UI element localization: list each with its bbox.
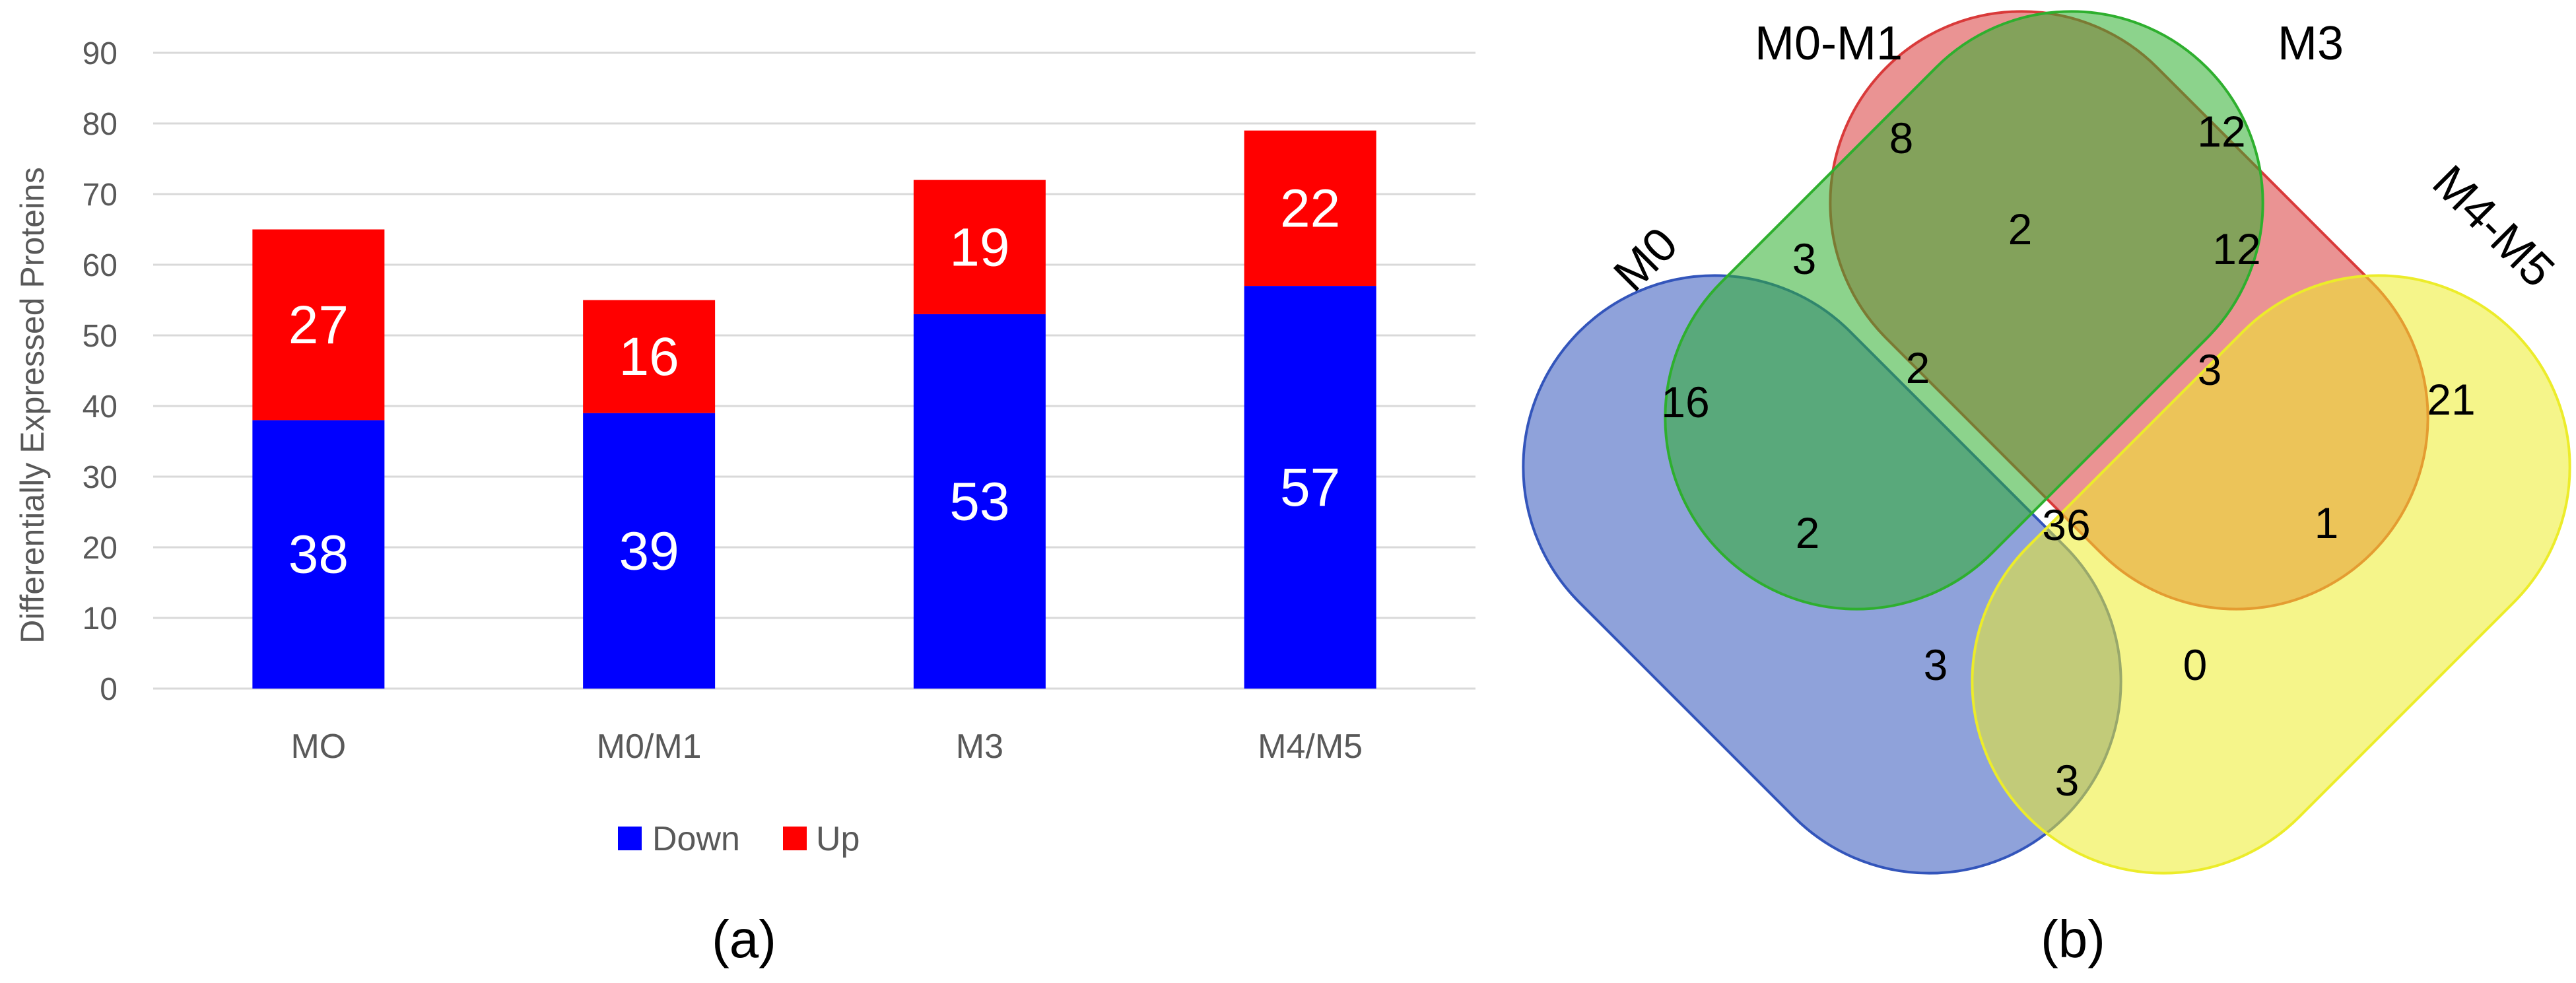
bar-value-label: 27 — [288, 295, 349, 355]
venn-count-m3-m4m5: 12 — [2212, 224, 2260, 273]
venn-count-m0-m3: 2 — [1796, 508, 1820, 557]
y-tick-label: 10 — [83, 601, 118, 636]
y-tick-label: 30 — [83, 460, 118, 495]
y-tick-label: 80 — [83, 107, 118, 142]
venn-count-m0-m4m5: 3 — [2055, 756, 2080, 805]
bar-down — [583, 413, 716, 689]
y-axis-title: Differentially Expressed Proteins — [14, 167, 51, 644]
venn-count-m0m1-m3: 2 — [2008, 205, 2033, 254]
bar-up — [252, 229, 385, 421]
venn-count-m0-m0m1: 3 — [1792, 234, 1817, 283]
bar-value-label: 57 — [1280, 458, 1340, 518]
y-tick-label: 60 — [83, 248, 118, 283]
venn-set-m3 — [1664, 10, 2264, 611]
panel-label-a: (a) — [712, 910, 776, 968]
venn-count-m0m1-m4m5: 1 — [2315, 498, 2339, 547]
bar-up — [583, 300, 716, 413]
bar-down — [913, 314, 1046, 689]
y-tick-label: 20 — [83, 531, 118, 566]
venn-count-m0-m0m1-m3: 2 — [1906, 343, 1930, 392]
legend: Down Up — [618, 820, 860, 858]
venn-count-m0m1-m3-m4m5: 3 — [2198, 345, 2222, 394]
venn-set-label-m3: M3 — [2278, 17, 2344, 70]
venn-count-m0-m3-m4m5: 3 — [1924, 640, 1948, 689]
venn-count-all: 36 — [2042, 500, 2090, 549]
venn-count-m0: 16 — [1661, 378, 1709, 426]
y-tick-labels: 0 10 20 30 40 50 60 70 80 90 — [83, 36, 118, 707]
bars: 38 27 39 16 53 19 57 22 — [252, 130, 1376, 689]
legend-label-down: Down — [652, 820, 740, 858]
category-label: M0/M1 — [597, 728, 702, 766]
y-tick-label: 40 — [83, 390, 118, 424]
venn-set-m4-m5 — [1971, 274, 2571, 875]
legend-swatch-down — [618, 827, 642, 850]
bar-value-label: 22 — [1280, 178, 1340, 238]
venn-set-label-m0-m1: M0-M1 — [1755, 17, 1903, 70]
category-labels: MO M0/M1 M3 M4/M5 — [290, 728, 1363, 766]
venn-shapes — [1522, 10, 2571, 875]
bar-up — [913, 180, 1046, 314]
venn-set-label-m4-m5: M4-M5 — [2422, 156, 2564, 298]
bar-value-label: 39 — [619, 521, 679, 581]
venn-count-m0-m1: 8 — [1889, 114, 1914, 162]
category-label: M4/M5 — [1258, 728, 1363, 766]
bar-value-label: 38 — [288, 525, 349, 585]
bar-down — [252, 420, 385, 689]
bar-value-label: 16 — [619, 327, 679, 387]
venn-diagram: M0 M0-M1 M3 M4-M5 16 8 12 21 3 2 12 2 3 … — [1522, 10, 2571, 968]
venn-region-counts: 16 8 12 21 3 2 12 2 3 2 36 1 3 0 3 — [1661, 107, 2475, 805]
bar-up — [1244, 130, 1376, 287]
legend-label-up: Up — [816, 820, 860, 858]
y-tick-label: 90 — [83, 36, 118, 71]
category-label: MO — [290, 728, 346, 766]
venn-count-m3: 12 — [2197, 107, 2245, 156]
bar-value-label: 19 — [949, 217, 1009, 277]
y-tick-label: 50 — [83, 319, 118, 354]
panel-label-b: (b) — [2041, 910, 2105, 968]
y-tick-label: 70 — [83, 178, 118, 213]
legend-swatch-up — [783, 827, 807, 850]
y-tick-label: 0 — [100, 672, 118, 707]
venn-count-m4-m5: 21 — [2427, 375, 2475, 424]
venn-count-m0-m0m1-m4m5: 0 — [2183, 640, 2208, 689]
bar-down — [1244, 286, 1376, 689]
category-label: M3 — [956, 728, 1003, 766]
bar-value-label: 53 — [949, 471, 1009, 531]
